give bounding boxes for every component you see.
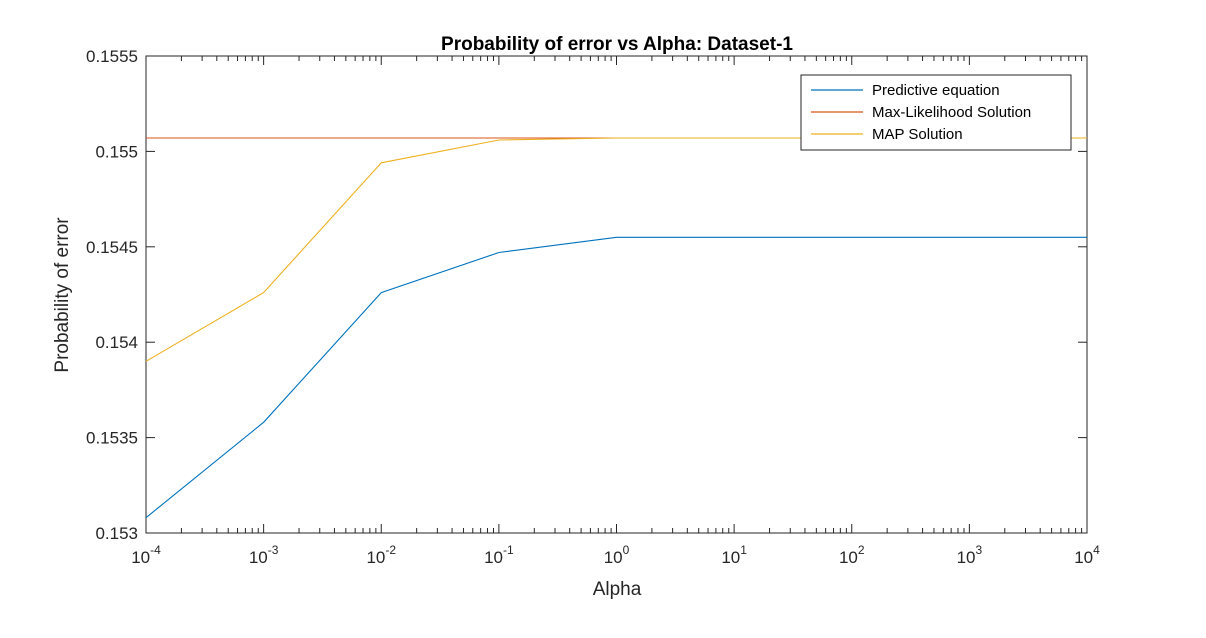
x-tick-label: 10-1: [484, 543, 514, 567]
y-tick-label: 0.154: [95, 333, 138, 352]
x-tick-label: 102: [839, 543, 865, 567]
x-tick-label: 10-4: [131, 543, 161, 567]
x-tick-label: 10-3: [249, 543, 279, 567]
y-axis-label: Probability of error: [52, 217, 73, 373]
legend: Predictive equation Max-Likelihood Soluti…: [800, 74, 1072, 151]
x-axis-label: Alpha: [593, 579, 642, 600]
chart-title: Probability of error vs Alpha: Dataset-1: [441, 34, 793, 55]
x-tick-label: 103: [957, 543, 983, 567]
y-tick-label: 0.155: [95, 142, 138, 161]
legend-entry-label: MAP Solution: [872, 126, 963, 143]
x-tick-label: 100: [604, 543, 630, 567]
y-tick-label: 0.1535: [86, 429, 138, 448]
y-tick-label: 0.1555: [86, 47, 138, 66]
x-tick-label: 101: [721, 543, 747, 567]
x-tick-label: 10-2: [366, 543, 396, 567]
series-line-map-solution: [145, 137, 1087, 362]
x-tick-label: 104: [1074, 543, 1100, 567]
y-tick-label: 0.153: [95, 524, 138, 543]
legend-entry-label: Max-Likelihood Solution: [872, 104, 1031, 121]
y-tick-label: 0.1545: [86, 238, 138, 257]
legend-entry-label: Predictive equation: [872, 82, 1000, 99]
series-line-predictive-equation: [145, 236, 1087, 519]
